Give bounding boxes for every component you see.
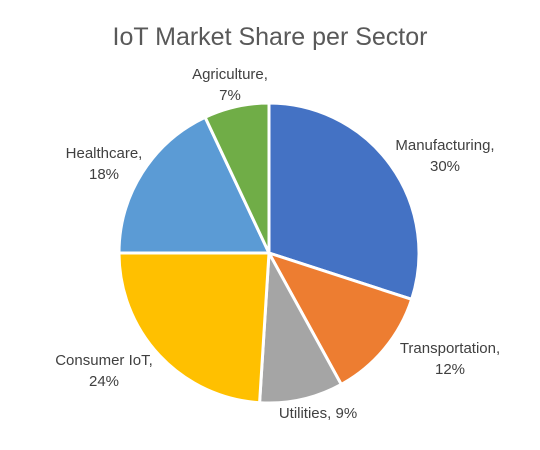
slice-label-utilities: Utilities, 9% [279, 405, 357, 422]
pie-slices [117, 101, 421, 405]
slice-label-consumer-iot: Consumer IoT, 24% [55, 352, 153, 390]
pie-slice-utilities [258, 251, 343, 405]
pie-slice-agriculture [203, 101, 271, 255]
pie-slice-healthcare [117, 115, 271, 255]
chart-title: IoT Market Share per Sector [113, 23, 428, 51]
pie-slice-consumer-iot [117, 251, 271, 405]
pie-slice-manufacturing [267, 101, 421, 301]
slice-label-manufacturing: Manufacturing, 30% [395, 137, 494, 175]
slice-label-agriculture: Agriculture, 7% [192, 66, 268, 104]
slice-label-transportation: Transportation, 12% [400, 340, 500, 378]
slice-label-healthcare: Healthcare, 18% [66, 145, 143, 183]
slice-labels: Manufacturing, 30% Transportation, 12% Utili… [55, 66, 500, 422]
pie-slice-transportation [267, 251, 414, 386]
